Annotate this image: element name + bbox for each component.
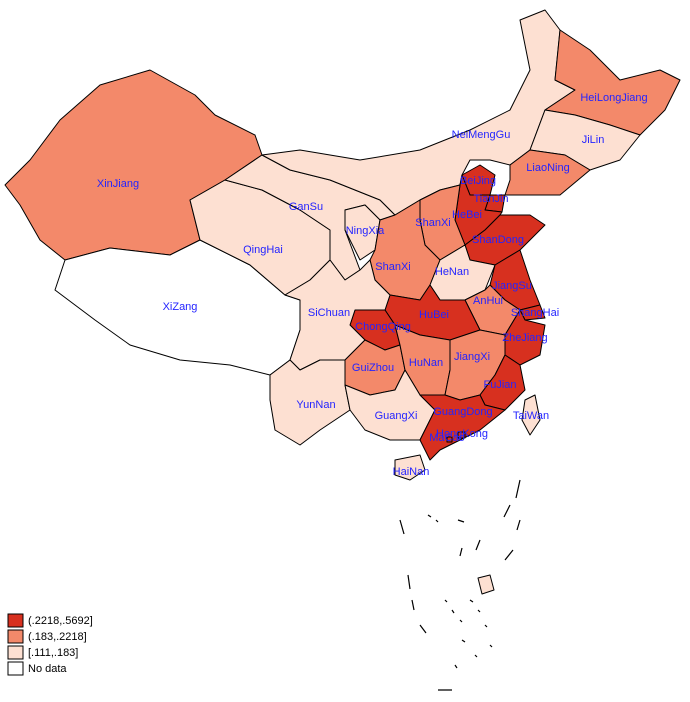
legend-swatch bbox=[7, 629, 24, 644]
region bbox=[446, 436, 453, 443]
region-label: ChongQing bbox=[355, 321, 411, 333]
region-label: XinJiang bbox=[97, 178, 139, 190]
region-label: ShangHai bbox=[511, 307, 559, 319]
region-label: AnHui bbox=[473, 295, 503, 307]
legend-swatch bbox=[7, 613, 24, 628]
boundary-dash bbox=[399, 479, 521, 691]
region-label: NingXia bbox=[346, 225, 385, 237]
region-label: JiLin bbox=[582, 134, 605, 146]
region-label: JiangSu bbox=[492, 280, 532, 292]
region-label: NeiMengGu bbox=[452, 129, 511, 141]
region bbox=[457, 431, 466, 439]
legend-swatch bbox=[7, 661, 24, 676]
region-label: ShanXi bbox=[375, 261, 410, 273]
region bbox=[521, 394, 541, 436]
region bbox=[504, 149, 591, 196]
region bbox=[394, 454, 426, 481]
legend-label: (.183,.2218] bbox=[28, 631, 87, 643]
region-label: GuiZhou bbox=[352, 362, 394, 374]
region-label: QingHai bbox=[243, 244, 283, 256]
region-label: ZheJiang bbox=[502, 332, 547, 344]
region-label: TaiWan bbox=[513, 410, 549, 422]
region-label: GuangXi bbox=[375, 410, 418, 422]
south-sea-islands bbox=[399, 479, 521, 691]
region-label: BeiJing bbox=[460, 175, 496, 187]
region-label: TianJin bbox=[473, 193, 508, 205]
region-label: FuJian bbox=[483, 379, 516, 391]
region-label: MaCao bbox=[429, 432, 464, 444]
region-label: HaiNan bbox=[393, 466, 430, 478]
island bbox=[477, 574, 495, 595]
region-label: HeNan bbox=[435, 266, 469, 278]
region-label: GanSu bbox=[289, 201, 323, 213]
region-label: XiZang bbox=[163, 301, 198, 313]
islands bbox=[427, 514, 493, 669]
region-label: YunNan bbox=[296, 399, 335, 411]
legend: (.2218,.5692] (.183,.2218] [.111,.183] No d… bbox=[7, 613, 93, 676]
region-label: LiaoNing bbox=[526, 162, 569, 174]
region-label: HeiLongJiang bbox=[580, 92, 647, 104]
region-labels: XinJiang XiZang QingHai GanSu NingXia NeiMeng… bbox=[97, 92, 648, 478]
region-label: ShanDong bbox=[472, 234, 524, 246]
region-label: SiChuan bbox=[308, 307, 350, 319]
region bbox=[419, 394, 506, 461]
legend-label: No data bbox=[28, 663, 67, 675]
region-label: HuNan bbox=[409, 357, 443, 369]
region-label: JiangXi bbox=[454, 351, 490, 363]
region-label: HongKong bbox=[436, 428, 488, 440]
legend-label: [.111,.183] bbox=[28, 647, 78, 659]
legend-swatch bbox=[7, 645, 24, 660]
region-label: ShanXi bbox=[415, 217, 450, 229]
region-label: GuangDong bbox=[433, 406, 492, 418]
region-label: HuBei bbox=[419, 309, 449, 321]
legend-label: (.2218,.5692] bbox=[28, 615, 93, 627]
region-label: HeBei bbox=[452, 209, 482, 221]
regions bbox=[4, 9, 681, 481]
